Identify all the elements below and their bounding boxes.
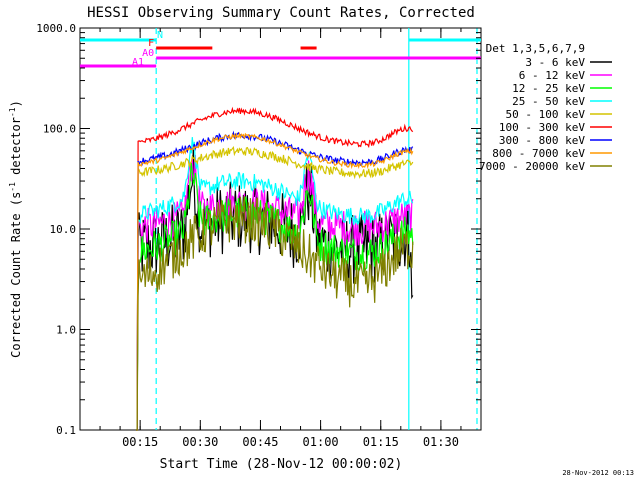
y-tick-label: 10.0 bbox=[50, 223, 77, 236]
chart-title: HESSI Observing Summary Count Rates, Cor… bbox=[87, 5, 475, 21]
series-line bbox=[136, 130, 414, 431]
x-tick-label: 00:30 bbox=[182, 435, 218, 449]
x-tick-label: 01:30 bbox=[423, 435, 459, 449]
x-axis-ticks: 00:15 00:30 00:45 01:00 01:15 01:30 bbox=[79, 28, 482, 449]
series-layer bbox=[136, 106, 414, 431]
y-axis-label: Corrected Count Rate (s-1 detector-1) bbox=[8, 100, 23, 358]
flag-label: A1 bbox=[132, 57, 144, 68]
y-axis-ticks: 0.1 1.0 10.0 100.0 1000.0 bbox=[36, 22, 481, 437]
x-tick-label: 01:00 bbox=[303, 435, 339, 449]
series-line bbox=[136, 154, 414, 431]
x-tick-label: 00:45 bbox=[242, 435, 278, 449]
flag-label: F bbox=[148, 38, 154, 49]
y-label-main: Corrected Count Rate (s bbox=[9, 192, 23, 358]
legend-entry-label: 7000 - 20000 keV bbox=[479, 160, 585, 173]
flag-label: N bbox=[157, 30, 163, 41]
legend-entry-label: 50 - 100 keV bbox=[506, 108, 586, 121]
x-tick-label: 00:15 bbox=[122, 435, 158, 449]
legend-entry-label: 300 - 800 keV bbox=[499, 134, 585, 147]
series-line bbox=[136, 137, 414, 431]
legend-entry-label: 6 - 12 keV bbox=[519, 69, 586, 82]
series-line bbox=[136, 131, 414, 431]
y-label-sup-2: -1 bbox=[8, 107, 17, 117]
legend-entry-label: 25 - 50 keV bbox=[512, 95, 585, 108]
y-tick-label: 100.0 bbox=[43, 123, 76, 136]
series-line bbox=[136, 145, 414, 431]
y-label-sup-1: -1 bbox=[8, 182, 17, 192]
series-line bbox=[136, 106, 414, 431]
legend-entry-label: 800 - 7000 keV bbox=[492, 147, 585, 160]
footer-timestamp: 28-Nov-2012 00:13 bbox=[562, 469, 634, 477]
x-tick-label: 01:15 bbox=[363, 435, 399, 449]
x-axis-label: Start Time (28-Nov-12 00:00:02) bbox=[160, 457, 403, 472]
legend-entry-label: 12 - 25 keV bbox=[512, 82, 585, 95]
series-line bbox=[136, 196, 414, 431]
legend-title: Det 1,3,5,6,7,9 bbox=[486, 42, 585, 55]
y-tick-label: 0.1 bbox=[56, 424, 76, 437]
legend-entry-label: 3 - 6 keV bbox=[525, 56, 585, 69]
y-label-end: ) bbox=[9, 100, 23, 107]
legend-entry-label: 100 - 300 keV bbox=[499, 121, 585, 134]
flag-label: A0 bbox=[142, 48, 154, 59]
y-label-mid: detector bbox=[9, 117, 23, 182]
y-tick-label: 1.0 bbox=[56, 324, 76, 337]
y-tick-label: 1000.0 bbox=[36, 22, 76, 35]
